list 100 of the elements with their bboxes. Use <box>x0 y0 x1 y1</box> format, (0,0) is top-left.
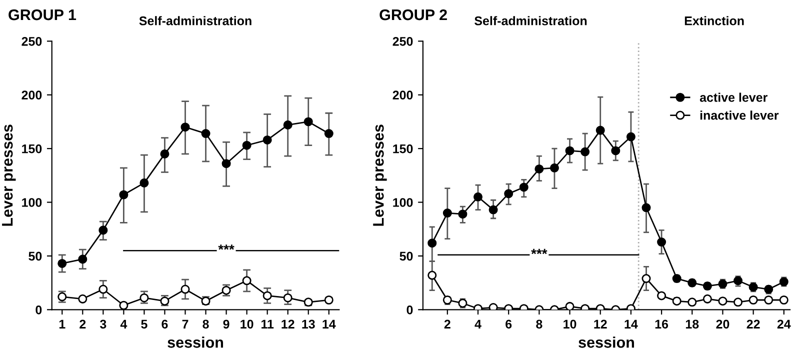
x-tick-label: 8 <box>536 320 542 329</box>
point <box>304 117 313 126</box>
point <box>550 163 559 172</box>
point <box>657 291 666 300</box>
x-tick-label: 14 <box>322 320 336 328</box>
x-tick-label: 2 <box>80 320 86 328</box>
x-tick-label: 3 <box>100 320 106 329</box>
point <box>642 203 651 212</box>
x-tick-label: 14 <box>624 320 638 328</box>
y-tick-label: 100 <box>22 198 42 207</box>
y-tick-label: 150 <box>22 144 42 154</box>
x-tick-label: 12 <box>282 320 294 328</box>
chart-title: GROUP 1 <box>8 9 76 20</box>
x-tick-label: 4 <box>120 320 128 328</box>
point <box>283 120 292 130</box>
x-axis-title: session <box>578 336 634 348</box>
y-tick-label: 50 <box>400 252 413 261</box>
x-tick-label: 12 <box>594 320 607 328</box>
point <box>504 189 514 198</box>
x-tick-label: 16 <box>655 320 668 329</box>
annotation: *** <box>531 248 548 254</box>
point <box>718 296 728 306</box>
point <box>324 295 334 305</box>
point <box>160 149 170 158</box>
x-tick-label: 20 <box>716 320 730 329</box>
x-tick-label: 9 <box>223 320 230 329</box>
point <box>688 298 697 307</box>
point <box>262 135 272 144</box>
point <box>642 274 651 284</box>
point <box>734 298 743 307</box>
y-axis-title: Lever presses <box>373 124 387 226</box>
x-tick-label: 18 <box>686 320 699 329</box>
point <box>428 238 437 248</box>
y-tick-label: 200 <box>392 90 413 100</box>
x-tick-label: 5 <box>141 320 148 329</box>
x-tick-label: 22 <box>746 320 760 328</box>
point <box>534 164 544 174</box>
point <box>565 302 574 310</box>
x-tick-label: 10 <box>240 320 254 329</box>
point <box>58 258 67 268</box>
y-axis-title: Lever presses <box>2 124 16 226</box>
annotation: *** <box>218 244 234 250</box>
y-tick-label: 250 <box>392 36 413 46</box>
chart-subtitle: Self-administration <box>474 16 587 26</box>
x-tick-label: 6 <box>162 320 168 329</box>
y-tick-label: 50 <box>28 252 42 261</box>
point <box>222 159 231 168</box>
x-tick-label: 13 <box>302 320 315 329</box>
point <box>580 147 590 156</box>
point <box>180 284 190 294</box>
point <box>242 140 252 150</box>
point <box>565 146 574 156</box>
x-tick-label: 7 <box>182 320 188 328</box>
point <box>458 210 468 219</box>
x-tick-label: 24 <box>777 320 791 328</box>
point <box>626 132 636 142</box>
x-axis-title: session <box>168 336 224 348</box>
point <box>201 129 210 138</box>
point <box>98 284 108 294</box>
y-tick-label: 0 <box>36 305 42 314</box>
point <box>442 208 452 218</box>
point <box>98 226 108 235</box>
point <box>519 182 528 192</box>
point <box>488 205 498 214</box>
y-tick-label: 150 <box>393 144 413 154</box>
point <box>283 293 292 302</box>
point <box>702 294 712 304</box>
point <box>779 295 788 305</box>
y-tick-label: 0 <box>406 305 413 314</box>
x-tick-label: 2 <box>444 320 450 328</box>
point <box>78 294 88 304</box>
x-tick-label: 1 <box>59 320 66 328</box>
point <box>428 270 437 280</box>
y-tick-label: 250 <box>22 36 42 46</box>
legend-label: inactive lever <box>700 110 779 120</box>
x-tick-label: 8 <box>202 320 209 329</box>
point <box>596 126 605 135</box>
point <box>611 146 620 156</box>
text: Extinction <box>684 16 744 26</box>
point <box>324 129 334 138</box>
point <box>473 192 483 202</box>
point <box>140 293 149 302</box>
point <box>119 300 128 310</box>
point <box>657 237 666 247</box>
x-tick-label: 11 <box>262 320 274 328</box>
chart-subtitle: Self-administration <box>139 16 252 26</box>
chart-title: GROUP 2 <box>380 9 447 20</box>
x-tick-label: 10 <box>564 320 576 329</box>
point <box>764 295 774 305</box>
point <box>180 122 190 132</box>
point <box>672 296 682 306</box>
point <box>488 303 498 310</box>
point <box>262 291 272 300</box>
point <box>242 276 252 286</box>
point <box>140 178 149 188</box>
point <box>78 254 88 264</box>
y-tick-label: 200 <box>22 90 42 100</box>
legend-label: active lever <box>700 92 768 102</box>
point <box>119 190 128 200</box>
x-tick-label: 4 <box>474 320 482 328</box>
